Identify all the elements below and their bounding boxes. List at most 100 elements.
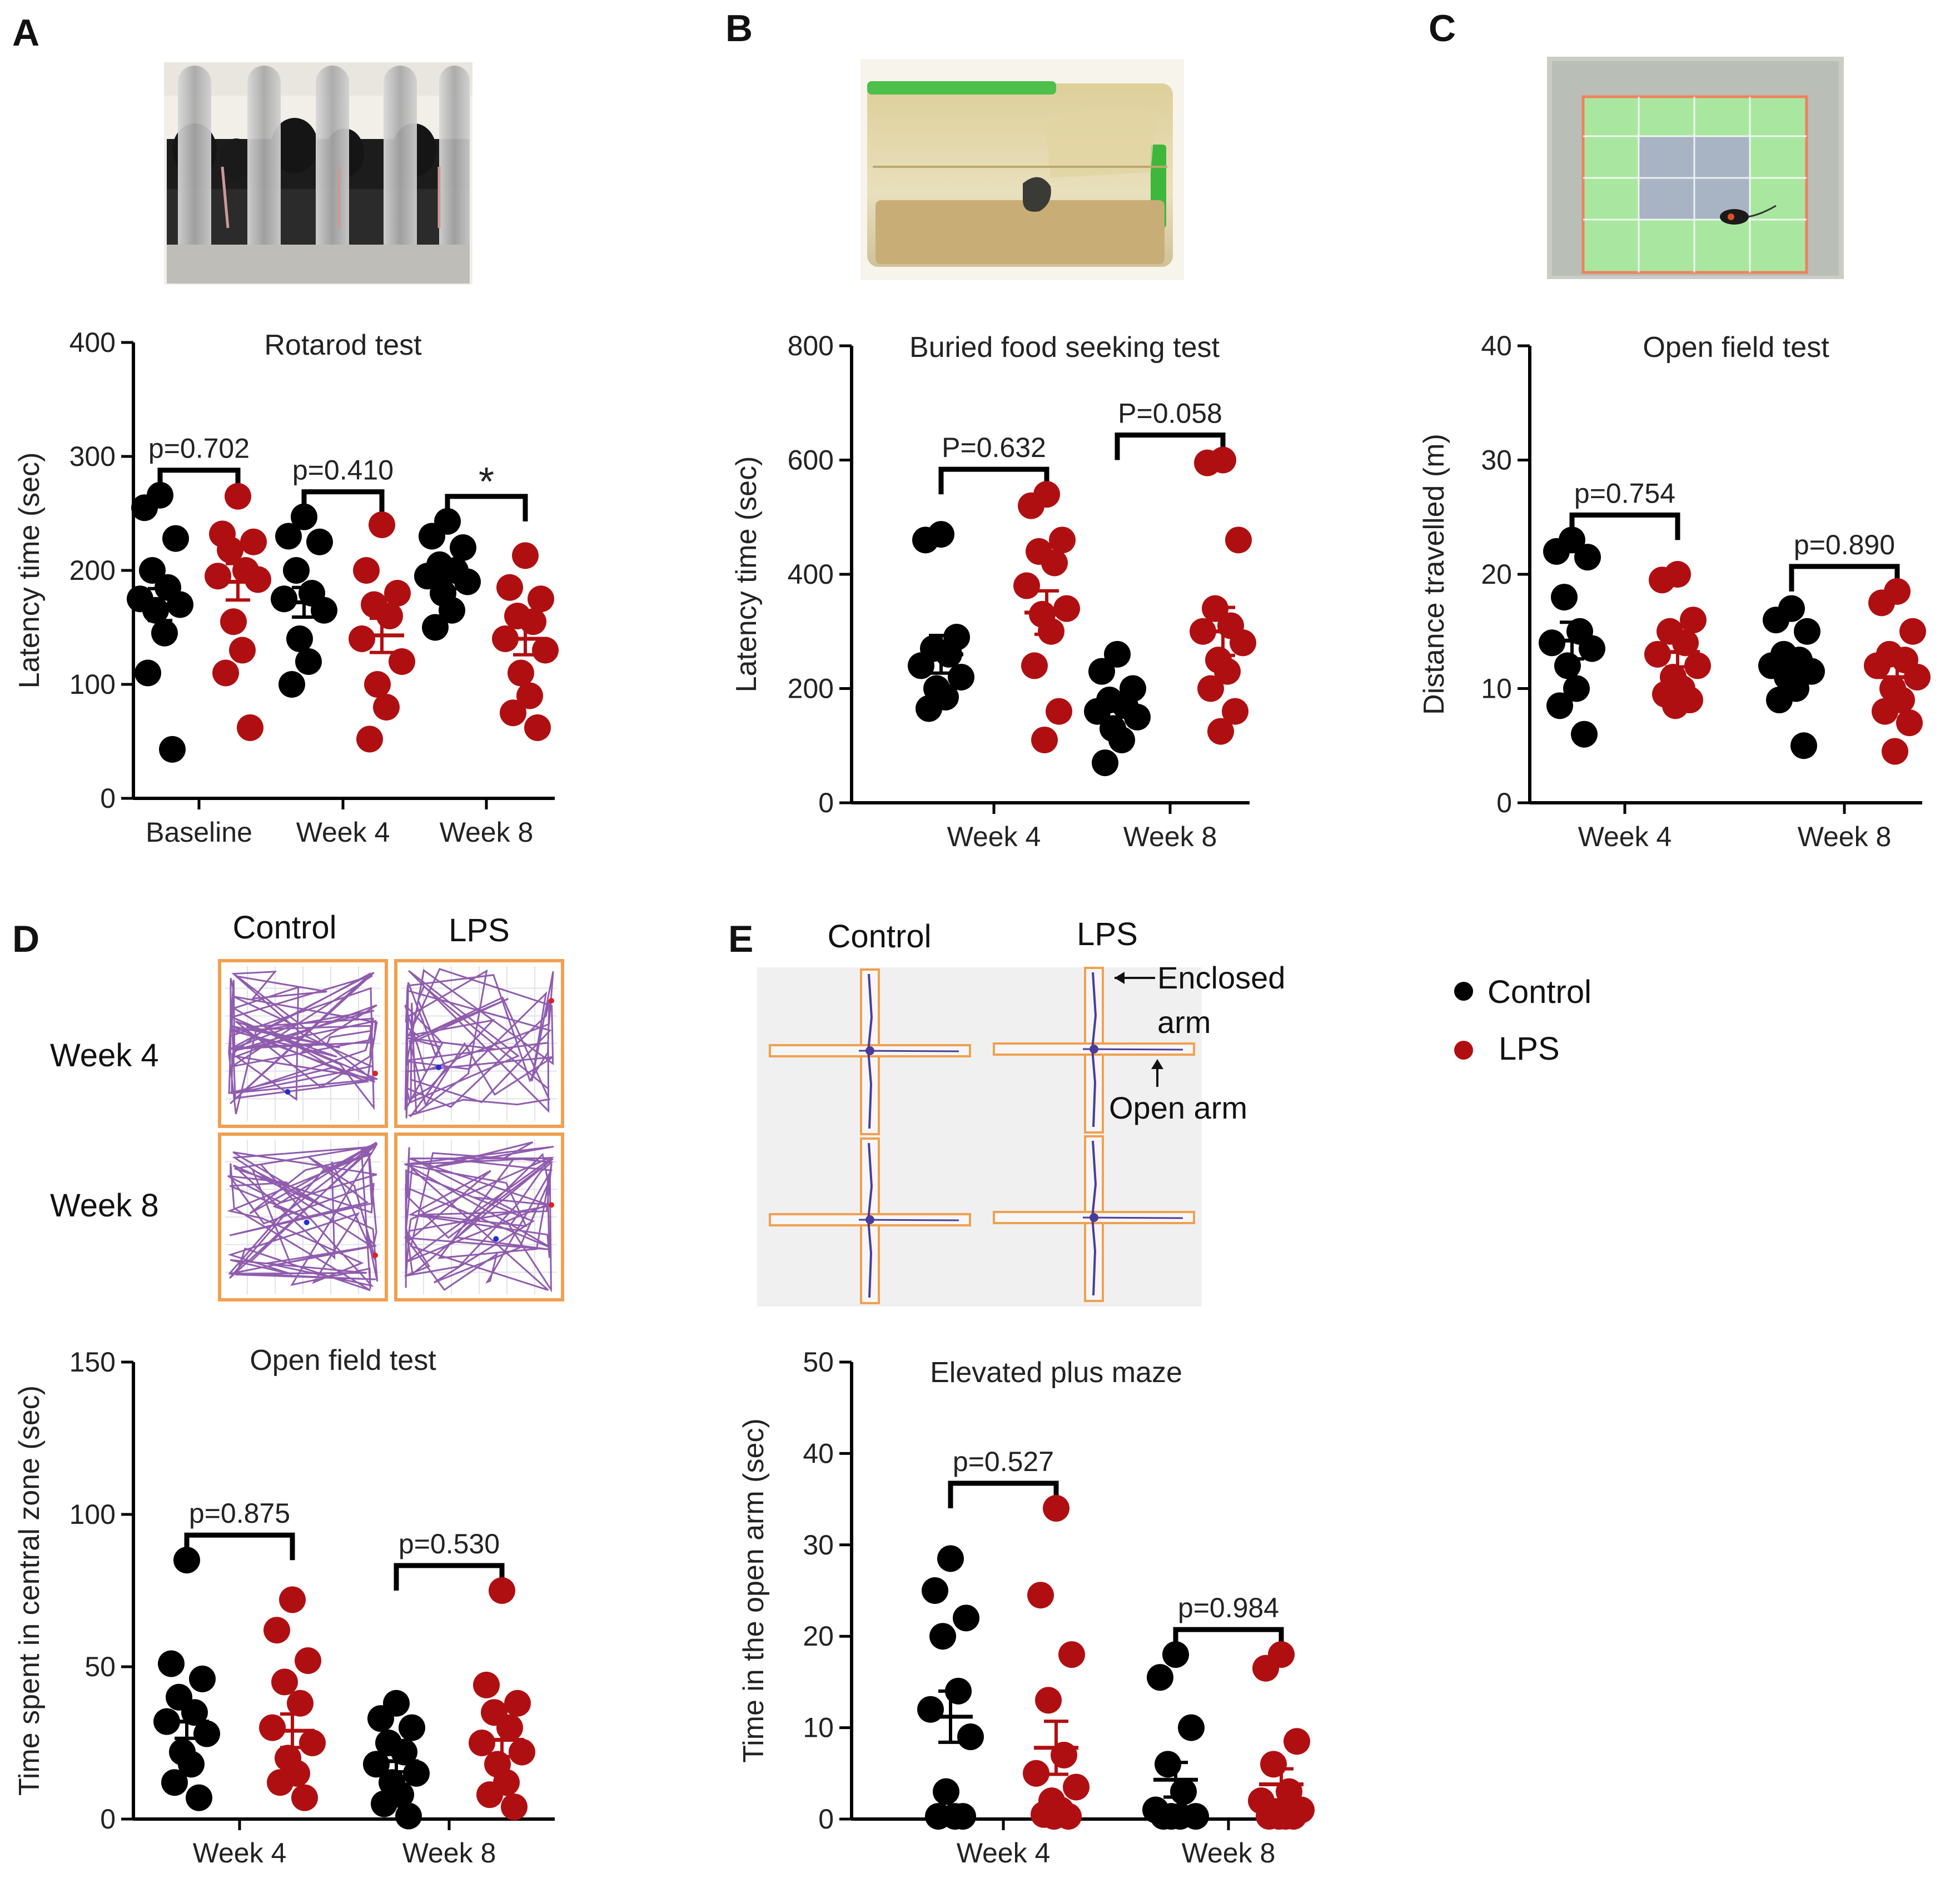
data-point-lps	[1023, 1760, 1049, 1787]
rotarod-apparatus-photo	[164, 62, 472, 285]
p-value-label: p=0.754	[1574, 478, 1675, 509]
track-row-label-week8: Week 8	[50, 1188, 159, 1224]
data-point-lps	[509, 1738, 535, 1766]
data-point-lps	[1194, 449, 1221, 476]
data-point-control	[1150, 1803, 1177, 1830]
data-point-control	[186, 1784, 212, 1811]
data-point-lps	[1207, 718, 1234, 745]
p-value-label: p=0.984	[1178, 1592, 1279, 1623]
significance-bracket	[948, 1480, 1059, 1509]
data-point-lps	[1662, 692, 1689, 719]
data-point-lps	[1041, 549, 1068, 577]
chart-b-buried-food: 0 200 400 600 800 Buried food seeking test Lat…	[730, 330, 1256, 852]
chart-title: Buried food seeking test	[909, 331, 1220, 364]
data-point-control	[271, 585, 297, 613]
data-point-control	[439, 597, 465, 624]
y-tick-label: 10	[1481, 673, 1512, 704]
data-point-lps	[512, 542, 539, 569]
y-tick-label: 0	[818, 1803, 834, 1835]
chart-title: Open field test	[1643, 331, 1829, 364]
y-tick-label: 0	[1496, 787, 1512, 818]
data-point-lps	[508, 659, 534, 687]
p-value-label: p=0.410	[292, 455, 394, 486]
p-value-label: p=0.890	[1794, 529, 1895, 560]
data-point-lps	[496, 574, 523, 601]
track-grid-d: Control LPS Week 4 Week 8	[50, 910, 564, 1301]
data-point-lps	[1284, 1728, 1310, 1755]
significance-bracket	[184, 1532, 295, 1561]
data-point-lps	[240, 528, 267, 555]
y-tick-label: 200	[788, 673, 834, 704]
y-tick-label: 0	[818, 787, 834, 818]
data-point-lps	[229, 637, 256, 664]
y-tick-label: 10	[803, 1712, 834, 1743]
y-tick-label: 400	[788, 559, 834, 590]
legend: Control LPS	[1454, 974, 1591, 1067]
data-point-lps	[373, 694, 400, 721]
p-value-label: P=0.632	[942, 432, 1046, 463]
panel-letter-c: C	[1429, 7, 1456, 49]
data-point-control	[291, 503, 317, 530]
y-axis-label: Time in the open arm (sec)	[738, 1418, 770, 1762]
data-point-lps	[1214, 658, 1241, 685]
y-axis-label: Distance travelled (m)	[1418, 434, 1450, 715]
data-point-control	[916, 695, 942, 722]
maze-tile	[993, 967, 1195, 1134]
significance-bracket	[1789, 564, 1900, 592]
track-tile	[218, 959, 388, 1128]
data-point-lps	[299, 1730, 326, 1756]
data-point-control	[450, 534, 476, 561]
data-point-lps	[476, 1781, 503, 1809]
p-value-label: p=0.527	[953, 1446, 1054, 1477]
data-point-control	[454, 568, 481, 595]
data-point-control	[1790, 732, 1817, 759]
p-value-label: p=0.530	[399, 1528, 500, 1559]
data-point-control	[1084, 698, 1111, 725]
data-point-lps	[501, 1793, 528, 1821]
open-arm-label: Open arm	[1109, 1090, 1247, 1125]
data-point-lps	[500, 699, 526, 727]
data-point-control	[173, 1547, 200, 1574]
y-tick-label: 800	[788, 330, 834, 361]
data-point-control	[1574, 544, 1601, 571]
data-point-lps	[1872, 698, 1898, 725]
data-point-control	[948, 663, 974, 690]
data-point-control	[953, 1604, 979, 1632]
data-point-control	[912, 526, 939, 554]
data-point-control	[283, 557, 310, 584]
data-point-lps	[1041, 1803, 1067, 1830]
track-tile	[394, 1132, 564, 1301]
data-point-control	[363, 1751, 390, 1778]
data-point-lps	[469, 1730, 495, 1756]
chart-a-rotarod: 0 100 200 300 400 Rotarod test Latency time (s…	[13, 327, 559, 848]
data-point-lps	[1882, 738, 1908, 765]
data-point-lps	[353, 557, 380, 584]
data-point-lps	[263, 1617, 290, 1644]
y-tick-label: 30	[803, 1529, 834, 1561]
maze-col-label-lps: LPS	[1077, 916, 1138, 952]
data-point-lps	[473, 1671, 500, 1698]
data-point-lps	[532, 637, 559, 664]
legend-control-label: Control	[1488, 974, 1591, 1010]
data-point-lps	[1225, 526, 1252, 554]
data-point-control	[1554, 652, 1581, 679]
y-tick-label: 400	[69, 327, 116, 358]
x-tick-label: Week 4	[957, 1837, 1051, 1869]
y-tick-label: 20	[803, 1621, 834, 1652]
data-point-control	[286, 625, 313, 652]
significance-bracket	[1173, 1627, 1284, 1655]
data-point-lps	[271, 1668, 298, 1696]
data-point-control	[403, 1760, 430, 1787]
data-point-lps	[1049, 526, 1076, 554]
y-tick-label: 50	[803, 1347, 834, 1378]
data-point-lps	[1649, 567, 1675, 594]
data-point-lps	[1053, 595, 1080, 622]
data-point-control	[1794, 618, 1820, 645]
chart-e-plus-maze: 0 10 20 30 40 50 Elevated plus maze Time in the…	[738, 1347, 1315, 1869]
data-point-lps	[1046, 698, 1072, 725]
x-tick-label: Week 8	[402, 1837, 496, 1869]
p-value-label: p=0.875	[189, 1498, 290, 1529]
enclosed-arm-label-1: Enclosed	[1157, 960, 1285, 995]
x-tick-label: Week 8	[1182, 1837, 1276, 1869]
data-point-control	[957, 1723, 984, 1751]
